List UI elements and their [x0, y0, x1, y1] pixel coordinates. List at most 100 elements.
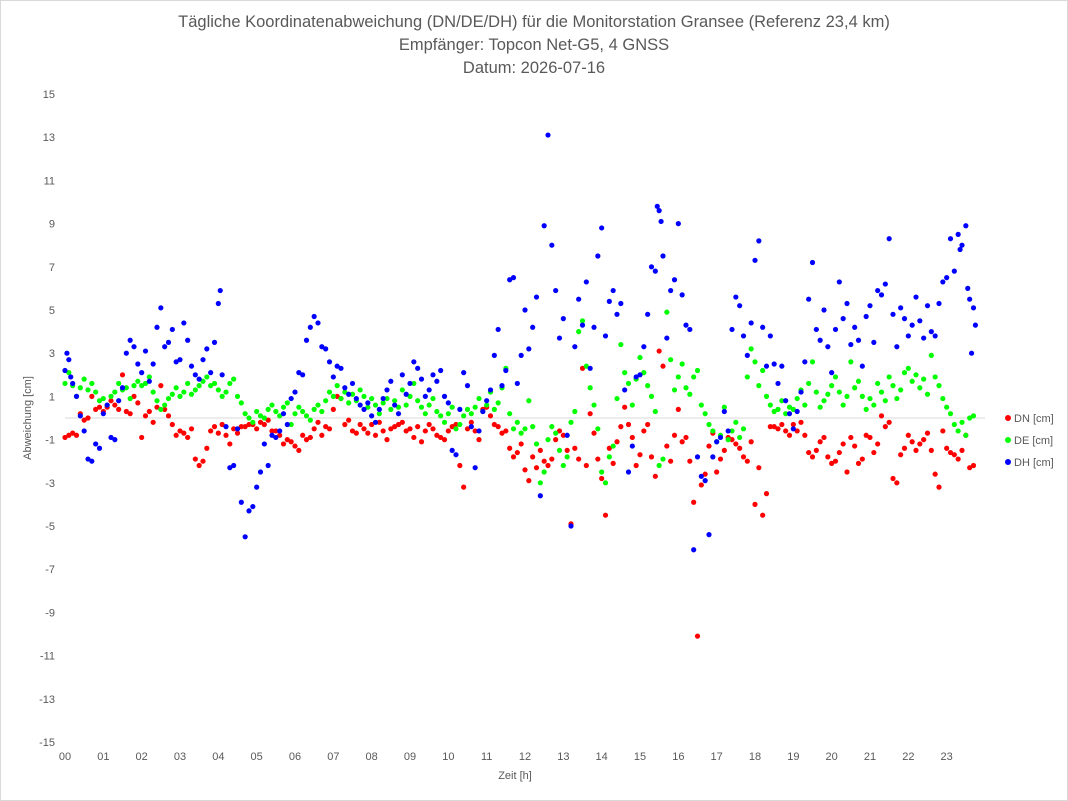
data-point: [284, 437, 290, 443]
data-point: [330, 406, 336, 412]
data-point: [863, 406, 869, 412]
data-point: [576, 456, 582, 462]
series-1: [62, 348, 977, 639]
data-point: [932, 374, 938, 380]
data-point: [737, 434, 743, 441]
data-point: [273, 428, 279, 434]
data-point: [200, 458, 206, 464]
data-point: [284, 400, 290, 406]
data-point: [323, 424, 329, 430]
data-point: [292, 411, 298, 417]
data-point: [878, 413, 885, 419]
data-point: [100, 411, 106, 417]
data-point: [882, 281, 888, 287]
data-point: [526, 398, 532, 404]
data-point: [710, 454, 716, 460]
data-point: [687, 391, 693, 397]
data-point: [238, 400, 244, 406]
data-point: [415, 424, 421, 430]
data-point: [763, 363, 770, 369]
data-point: [737, 445, 743, 451]
data-point: [756, 383, 762, 389]
data-point: [518, 352, 524, 358]
data-point: [618, 300, 624, 307]
data-point: [108, 398, 114, 404]
data-point: [315, 402, 321, 408]
data-point: [560, 432, 566, 438]
data-point: [840, 441, 846, 447]
data-point: [265, 462, 271, 469]
data-point: [809, 359, 816, 365]
data-point: [898, 387, 904, 393]
data-point: [219, 393, 225, 399]
data-point: [794, 395, 800, 402]
data-point: [434, 432, 440, 438]
data-point: [744, 374, 750, 380]
data-point: [242, 411, 248, 417]
x-tick-label: 23: [941, 751, 953, 763]
data-point: [445, 411, 451, 417]
data-point: [296, 447, 302, 453]
data-point: [917, 318, 923, 324]
data-point: [951, 421, 957, 428]
data-point: [70, 430, 76, 436]
data-point: [579, 322, 586, 328]
data-point: [767, 424, 773, 430]
data-point: [311, 426, 317, 432]
data-point: [108, 393, 114, 399]
y-tick-label: -7: [45, 564, 55, 576]
data-point: [457, 406, 463, 412]
data-point: [698, 473, 704, 479]
data-point: [392, 398, 398, 404]
data-point: [319, 344, 325, 350]
data-point: [882, 424, 888, 430]
data-point: [825, 391, 831, 397]
data-point: [365, 400, 371, 406]
data-point: [654, 203, 660, 209]
data-point: [606, 298, 612, 304]
data-point: [139, 370, 145, 376]
data-point: [924, 303, 931, 309]
data-point: [85, 456, 91, 462]
data-point: [702, 471, 708, 477]
data-point: [208, 428, 214, 434]
data-point: [625, 421, 632, 428]
data-point: [875, 441, 881, 447]
data-point: [599, 469, 605, 475]
data-point: [564, 454, 570, 460]
data-point: [116, 398, 122, 404]
data-point: [261, 441, 267, 447]
data-point: [921, 335, 927, 341]
data-point: [464, 383, 471, 389]
data-point: [165, 339, 172, 345]
data-point: [227, 465, 233, 471]
data-point: [185, 337, 191, 343]
data-point: [859, 393, 865, 399]
data-point: [660, 363, 666, 369]
data-point: [637, 452, 643, 458]
data-point: [637, 372, 643, 378]
data-point: [395, 404, 402, 410]
data-point: [717, 434, 724, 441]
x-tick-label: 19: [787, 751, 799, 763]
data-point: [169, 326, 175, 333]
data-point: [694, 454, 701, 460]
data-point: [928, 329, 934, 335]
data-point: [756, 238, 762, 244]
data-point: [430, 426, 436, 432]
data-point: [702, 478, 708, 484]
data-point: [924, 430, 931, 436]
data-point: [894, 395, 900, 402]
data-point: [307, 434, 313, 441]
data-point: [70, 380, 76, 387]
data-point: [238, 499, 244, 505]
data-point: [330, 393, 336, 399]
data-point: [660, 253, 666, 259]
data-point: [526, 346, 532, 352]
data-point: [273, 434, 279, 441]
data-point: [411, 380, 417, 387]
data-point: [334, 393, 340, 399]
data-point: [602, 480, 609, 486]
data-point: [622, 404, 628, 410]
data-point: [123, 350, 129, 356]
